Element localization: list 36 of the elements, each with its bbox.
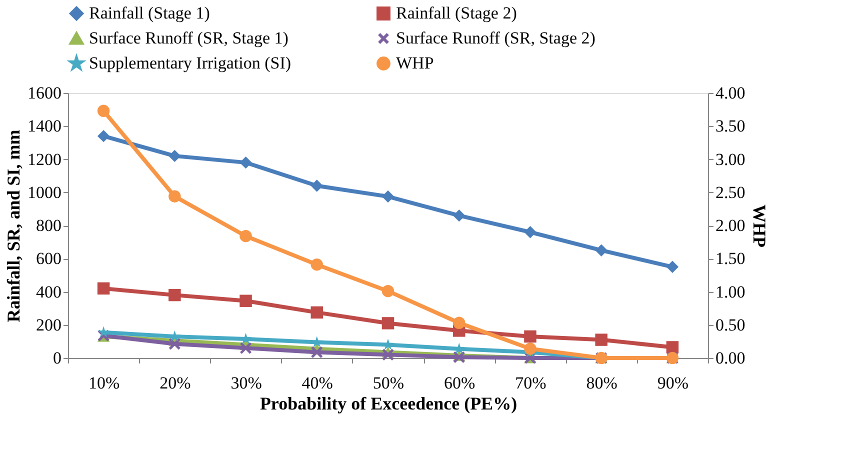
y2-axis-title: WHP	[749, 204, 770, 248]
x-tick-label: 90%	[657, 374, 689, 392]
x-tick-label: 40%	[302, 374, 333, 392]
legend-label: Surface Runoff (SR, Stage 1)	[89, 28, 288, 48]
y-tick-label: 200	[36, 315, 62, 334]
x-tick-label: 50%	[372, 374, 404, 392]
x-tick-label: 60%	[444, 374, 476, 392]
y-tick-label: 0	[53, 348, 62, 368]
x-tick-label: 80%	[586, 374, 618, 392]
x-tick-label: 20%	[160, 374, 191, 392]
y-axis-title: Rainfall, SR, and SI, mm	[4, 130, 24, 322]
y2-tick-label: 2.50	[716, 182, 746, 202]
y2-tick-label: 0.50	[716, 315, 746, 334]
y-tick-label: 1400	[28, 116, 62, 136]
y2-tick-label: 4.00	[716, 84, 746, 102]
x-tick-label: 10%	[88, 374, 120, 392]
y-tick-label: 600	[36, 249, 62, 268]
y-tick-label: 400	[36, 282, 62, 302]
y2-tick-label: 3.50	[716, 116, 746, 136]
y-tick-label: 1200	[28, 150, 62, 169]
y2-tick-label: 3.00	[716, 150, 746, 169]
y2-tick-label: 2.00	[716, 216, 746, 235]
y-tick-label: 800	[36, 216, 62, 235]
y2-tick-label: 0.00	[716, 348, 746, 368]
legend-label: WHP	[396, 54, 434, 72]
y-tick-label: 1600	[28, 84, 62, 102]
y2-tick-label: 1.00	[716, 282, 746, 302]
legend-label: Rainfall (Stage 1)	[89, 4, 210, 23]
y2-tick-label: 1.50	[716, 249, 746, 268]
y-tick-label: 1000	[28, 182, 62, 202]
x-axis-title: Probability of Exceedence (PE%)	[260, 394, 518, 414]
legend-label: Supplementary Irrigation (SI)	[89, 54, 292, 72]
x-tick-label: 30%	[230, 374, 262, 392]
x-tick-label: 70%	[515, 374, 546, 392]
legend-label: Rainfall (Stage 2)	[396, 4, 517, 23]
legend-label: Surface Runoff (SR, Stage 2)	[396, 28, 596, 48]
